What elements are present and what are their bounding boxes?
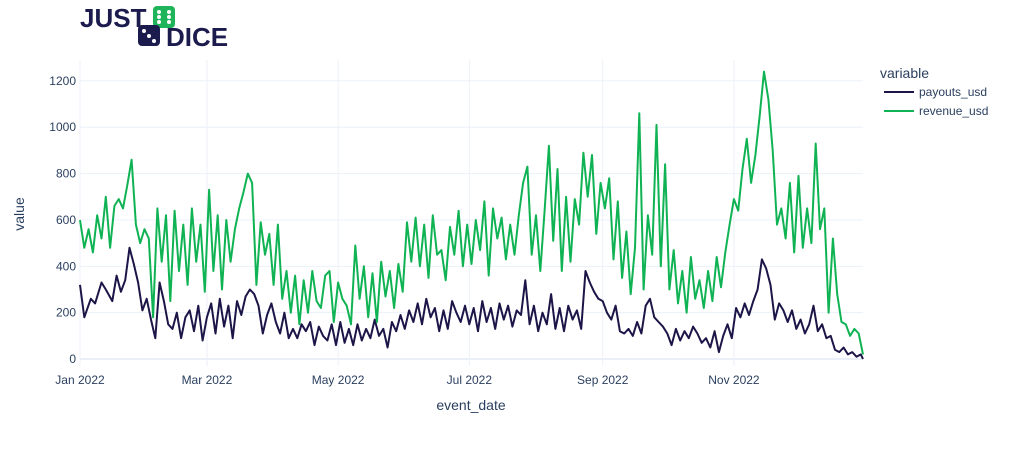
x-tick-label: Sep 2022 (577, 373, 629, 387)
y-tick-label: 1000 (49, 120, 76, 134)
x-tick-label: Mar 2022 (182, 373, 233, 387)
x-axis-title: event_date (436, 397, 505, 413)
legend: variable payouts_usd revenue_usd (880, 65, 988, 118)
grid (79, 60, 863, 366)
series-lines (79, 70, 864, 360)
plot-area (80, 60, 863, 366)
legend-item-payouts-usd[interactable]: payouts_usd (884, 85, 987, 99)
y-tick-label: 0 (69, 352, 76, 366)
legend-title: variable (880, 65, 929, 81)
y-tick-label: 1200 (49, 74, 76, 88)
y-axis-ticks: 0 200 400 600 800 1000 1200 (49, 74, 76, 366)
logo-word-just: JUST (80, 3, 147, 33)
y-axis-title: value (11, 197, 27, 231)
y-tick-label: 200 (56, 306, 76, 320)
x-tick-label: Jul 2022 (447, 373, 493, 387)
legend-label: payouts_usd (919, 85, 987, 99)
just-dice-logo: JUST DICE (80, 3, 228, 52)
logo-word-dice: DICE (166, 22, 228, 52)
x-tick-label: May 2022 (312, 373, 365, 387)
x-tick-label: Jan 2022 (55, 373, 105, 387)
dice-green-icon (153, 6, 175, 28)
x-axis-ticks: Jan 2022 Mar 2022 May 2022 Jul 2022 Sep 2022… (55, 373, 760, 387)
dice-navy-icon (138, 25, 160, 46)
series-line-revenue-usd (79, 70, 864, 355)
series-line-payouts-usd (79, 246, 864, 360)
y-tick-label: 400 (56, 259, 76, 273)
legend-label: revenue_usd (919, 104, 988, 118)
y-tick-label: 600 (56, 213, 76, 227)
legend-item-revenue-usd[interactable]: revenue_usd (884, 104, 988, 118)
x-tick-label: Nov 2022 (708, 373, 760, 387)
y-tick-label: 800 (56, 167, 76, 181)
